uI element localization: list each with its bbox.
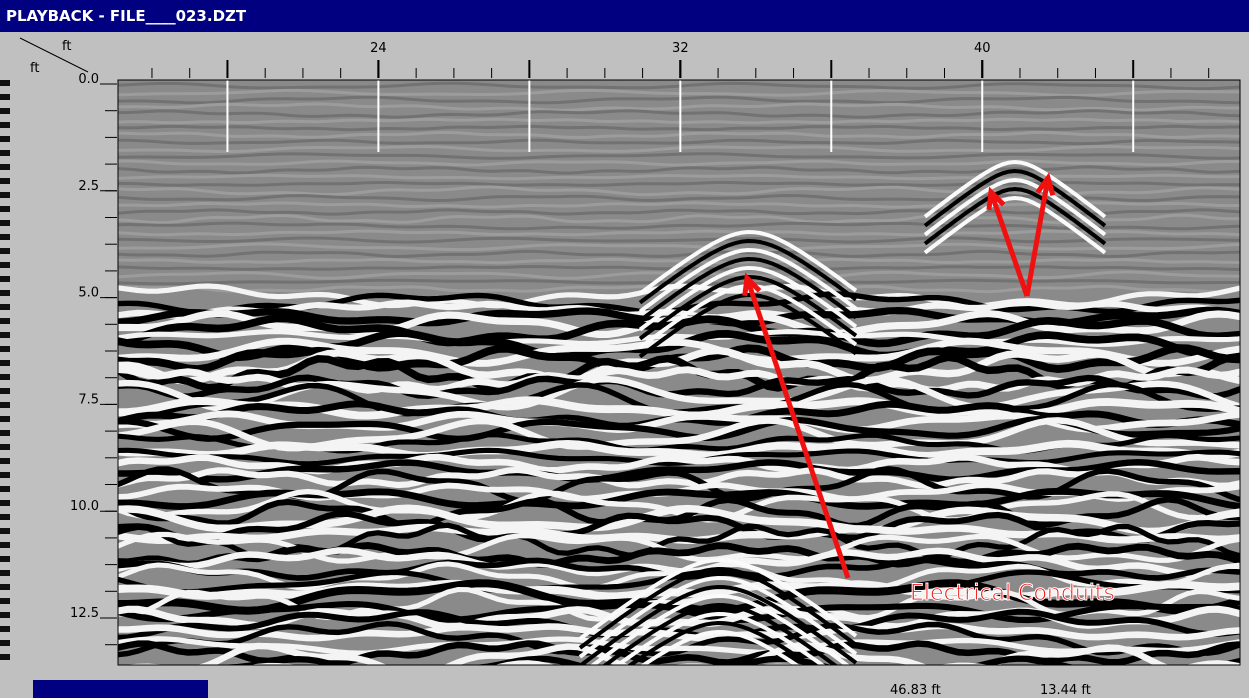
status-position: 46.83 ft bbox=[890, 683, 941, 698]
edge-stripe bbox=[0, 654, 10, 660]
edge-stripe bbox=[0, 514, 10, 520]
edge-stripe bbox=[0, 94, 10, 100]
edge-stripe bbox=[0, 318, 10, 324]
edge-stripe bbox=[0, 220, 10, 226]
edge-stripe bbox=[0, 500, 10, 506]
edge-stripe bbox=[0, 598, 10, 604]
edge-stripe bbox=[0, 108, 10, 114]
x-tick-label: 24 bbox=[370, 41, 387, 56]
edge-stripe bbox=[0, 416, 10, 422]
edge-stripe bbox=[0, 178, 10, 184]
y-tick-label: 0.0 bbox=[78, 72, 99, 87]
y-tick-label: 10.0 bbox=[70, 499, 99, 514]
edge-stripe bbox=[0, 374, 10, 380]
window-title: PLAYBACK - FILE____023.DZT bbox=[6, 7, 247, 25]
screen: PLAYBACK - FILE____023.DZT ft ft 24 32 40 0… bbox=[0, 0, 1249, 698]
edge-stripe bbox=[0, 346, 10, 352]
edge-stripe bbox=[0, 234, 10, 240]
edge-stripe bbox=[0, 542, 10, 548]
edge-stripe bbox=[0, 192, 10, 198]
edge-stripe bbox=[0, 262, 10, 268]
progress-bar bbox=[33, 680, 208, 698]
edge-stripe bbox=[0, 556, 10, 562]
edge-stripe bbox=[0, 332, 10, 338]
page: PLAYBACK - FILE____023.DZT ft ft 24 32 40 0… bbox=[0, 0, 1249, 698]
edge-stripe bbox=[0, 528, 10, 534]
edge-stripe bbox=[0, 276, 10, 282]
edge-stripe bbox=[0, 430, 10, 436]
y-tick-label: 5.0 bbox=[78, 286, 99, 301]
y-tick-label: 7.5 bbox=[78, 392, 99, 407]
y-tick-label: 12.5 bbox=[70, 606, 99, 621]
x-tick-label: 40 bbox=[974, 41, 991, 56]
edge-stripe bbox=[0, 472, 10, 478]
edge-stripe bbox=[0, 290, 10, 296]
edge-stripe bbox=[0, 206, 10, 212]
edge-stripe bbox=[0, 640, 10, 646]
edge-stripe bbox=[0, 402, 10, 408]
edge-stripe bbox=[0, 570, 10, 576]
edge-stripe bbox=[0, 164, 10, 170]
edge-stripe bbox=[0, 360, 10, 366]
edge-stripe bbox=[0, 584, 10, 590]
edge-stripe bbox=[0, 612, 10, 618]
status-depth: 13.44 ft bbox=[1040, 683, 1091, 698]
y-unit: ft bbox=[30, 61, 39, 76]
edge-stripe bbox=[0, 304, 10, 310]
x-tick-label: 32 bbox=[672, 41, 689, 56]
edge-stripe bbox=[0, 388, 10, 394]
edge-stripe bbox=[0, 444, 10, 450]
edge-stripe bbox=[0, 486, 10, 492]
y-tick-label: 2.5 bbox=[78, 179, 99, 194]
edge-stripe bbox=[0, 80, 10, 86]
edge-stripe bbox=[0, 122, 10, 128]
edge-stripe bbox=[0, 626, 10, 632]
edge-stripe bbox=[0, 248, 10, 254]
edge-stripe bbox=[0, 458, 10, 464]
annotation: Electrical Conduits bbox=[910, 581, 1115, 606]
x-unit: ft bbox=[62, 39, 71, 54]
edge-stripe bbox=[0, 136, 10, 142]
edge-stripe bbox=[0, 150, 10, 156]
